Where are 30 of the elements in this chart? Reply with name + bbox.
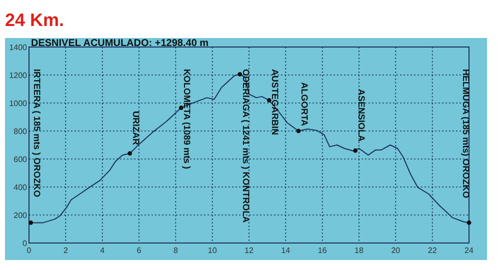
x-tick-label: 4 <box>100 246 106 255</box>
annotation: AUSTEGARBIN <box>270 69 280 136</box>
y-tick-label: 0 <box>22 239 28 248</box>
y-tick-label: 1000 <box>9 99 28 108</box>
y-tick-label: 400 <box>14 183 28 192</box>
y-tick-label: 600 <box>14 155 28 164</box>
x-tick-label: 22 <box>428 246 438 255</box>
x-tick-label: 24 <box>464 246 474 255</box>
annotation: KOLOMETA (1089 mts ) <box>182 69 192 170</box>
x-tick-label: 20 <box>391 246 401 255</box>
x-tick-label: 8 <box>173 246 178 255</box>
y-tick-label: 800 <box>14 127 28 136</box>
chart-title: 24 Km. <box>5 10 64 30</box>
x-tick-label: 6 <box>136 246 142 255</box>
x-tick-label: 14 <box>281 246 291 255</box>
annotation: IRTEERA ( 185 mts ) OROZKO <box>32 69 42 198</box>
chart-subtitle: DESNIVEL ACUMULADO: +1298.40 m <box>31 38 209 49</box>
annotation: ALGORTA <box>300 82 310 127</box>
annotation: URIZAR <box>130 111 141 146</box>
x-tick-label: 18 <box>354 246 364 255</box>
annotation: ASENSIOLA <box>356 89 366 142</box>
x-tick-label: 2 <box>63 246 68 255</box>
x-tick-label: 12 <box>244 246 254 255</box>
y-tick-label: 1400 <box>9 43 28 52</box>
x-tick-label: 10 <box>208 246 218 255</box>
x-tick-label: 16 <box>318 246 328 255</box>
annotation: ODERIAGA ( 1241 mts ) KONTROLA <box>240 69 251 224</box>
y-tick-label: 200 <box>14 211 28 220</box>
annotation: HELMUGA (185 mts) OROZKO <box>461 69 471 198</box>
y-tick-label: 1200 <box>9 71 28 80</box>
